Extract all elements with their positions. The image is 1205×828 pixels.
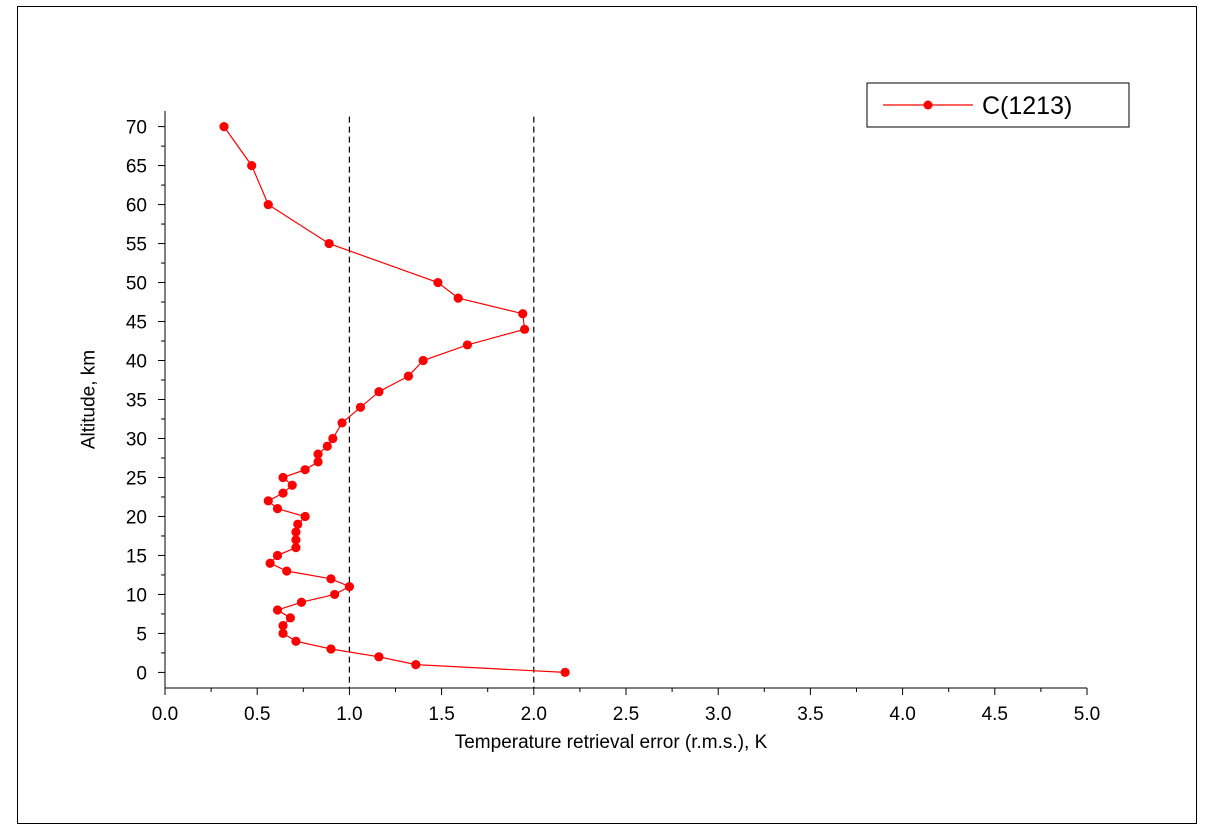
data-point (519, 324, 530, 334)
data-point (278, 628, 288, 639)
x-tick-label: 3.5 (797, 704, 823, 725)
y-tick-label: 60 (126, 196, 147, 217)
y-tick-label: 50 (126, 274, 147, 295)
x-tick-label: 2.0 (521, 704, 547, 725)
data-point (296, 597, 307, 607)
reference-lines (348, 116, 535, 688)
data-point (518, 309, 528, 319)
x-tick-label: 3.0 (705, 704, 731, 725)
x-tick-label: 1.5 (428, 704, 454, 725)
data-point (433, 277, 443, 288)
chart-svg: 0.0 0.5 1.0 1.5 2.0 2.5 3.0 3.5 4.0 4.5 5.0 0 5 10 15 2… (79, 82, 1130, 753)
tick-marks: 0.0 0.5 1.0 1.5 2.0 2.5 3.0 3.5 4.0 4.5 5.0 0 5 10 15 2… (126, 118, 1100, 725)
data-point (263, 496, 273, 506)
x-axis-label: Temperature retrieval error (r.m.s.), K (455, 732, 768, 753)
data-point (272, 605, 283, 615)
y-tick-label: 5 (136, 624, 147, 645)
y-tick-label: 70 (126, 118, 147, 139)
legend: C(1213) (866, 82, 1130, 128)
series-line (223, 126, 566, 673)
data-point (263, 199, 273, 210)
data-point (287, 480, 297, 490)
data-point (247, 160, 257, 171)
data-point (272, 504, 283, 514)
y-axis-label: Altitude, km (79, 350, 100, 449)
y-tick-label: 55 (126, 235, 147, 256)
y-tick-label: 20 (126, 507, 147, 528)
data-point (326, 644, 336, 654)
y-tick-label: 35 (126, 391, 147, 412)
chart-frame: 0.0 0.5 1.0 1.5 2.0 2.5 3.0 3.5 4.0 4.5 5.0 0 5 10 15 2… (17, 6, 1197, 824)
y-tick-label: 65 (126, 157, 147, 178)
y-tick-label: 10 (126, 585, 147, 606)
series-layer (219, 121, 570, 678)
data-point (282, 566, 292, 576)
y-tick-label: 30 (126, 429, 147, 450)
data-point (324, 238, 334, 249)
data-point (337, 418, 347, 428)
data-point (322, 441, 332, 451)
data-point (374, 652, 384, 662)
data-point (411, 660, 421, 670)
data-point (285, 613, 295, 623)
data-point (453, 293, 463, 303)
data-point (313, 449, 323, 459)
data-point (462, 340, 473, 350)
data-point (219, 121, 229, 132)
data-point (560, 667, 570, 678)
data-point (326, 574, 336, 584)
x-tick-label: 1.0 (336, 704, 362, 725)
data-point (278, 472, 288, 483)
x-tick-label: 4.0 (889, 704, 915, 725)
x-tick-label: 5.0 (1074, 704, 1100, 725)
data-point (313, 457, 323, 467)
data-point (344, 582, 354, 592)
legend-marker (923, 100, 933, 110)
data-point (278, 621, 288, 631)
x-tick-label: 0.5 (244, 704, 270, 725)
data-point (328, 433, 338, 444)
data-point (291, 527, 301, 537)
data-point (300, 465, 310, 475)
legend-label: C(1213) (982, 92, 1072, 120)
data-point (291, 636, 301, 646)
data-point (330, 589, 340, 600)
y-tick-label: 15 (126, 546, 147, 567)
data-point (293, 519, 303, 529)
data-point (403, 371, 414, 381)
data-point (374, 387, 384, 397)
y-tick-label: 0 (136, 663, 147, 684)
y-tick-label: 45 (126, 313, 147, 334)
x-tick-label: 2.5 (613, 704, 639, 725)
data-point (300, 511, 310, 522)
data-point (355, 402, 366, 412)
x-tick-label: 4.5 (982, 704, 1008, 725)
y-tick-label: 40 (126, 352, 147, 373)
data-point (265, 558, 275, 568)
x-tick-label: 0.0 (152, 704, 178, 725)
data-point (291, 535, 301, 545)
data-point (291, 543, 301, 553)
data-point (418, 355, 428, 366)
data-point (278, 488, 288, 498)
y-tick-label: 25 (126, 468, 147, 489)
data-point (272, 550, 283, 561)
